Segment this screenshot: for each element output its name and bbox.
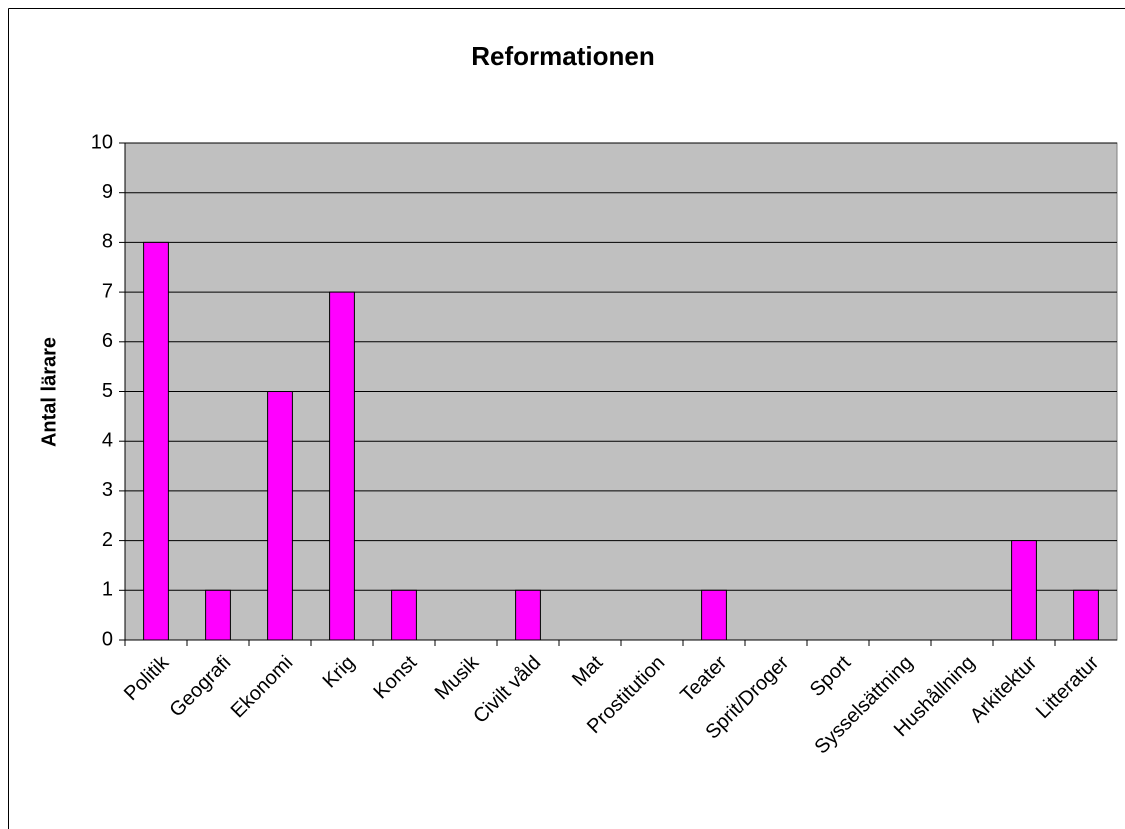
y-tick-label: 4 bbox=[102, 429, 113, 451]
x-tick-label: Krig bbox=[319, 652, 360, 693]
y-tick-label: 1 bbox=[102, 579, 113, 601]
x-tick-label: Teater bbox=[676, 651, 731, 706]
y-tick-label: 0 bbox=[102, 628, 113, 650]
bar bbox=[701, 589, 727, 641]
y-tick-label: 2 bbox=[102, 529, 113, 551]
x-tick-label: Mat bbox=[568, 651, 607, 690]
bar bbox=[267, 391, 293, 641]
x-tick-label: Geografi bbox=[165, 652, 235, 722]
y-tick-label: 9 bbox=[102, 181, 113, 203]
y-tick-label: 10 bbox=[91, 131, 113, 153]
x-tick-label: Litteratur bbox=[1032, 651, 1104, 723]
bar bbox=[391, 589, 417, 641]
y-tick-label: 8 bbox=[102, 231, 113, 253]
y-tick-label: 6 bbox=[102, 330, 113, 352]
y-tick-label: 3 bbox=[102, 479, 113, 501]
bar bbox=[143, 241, 169, 641]
x-tick-label: Arkitektur bbox=[966, 651, 1042, 727]
x-tick-label: Sport bbox=[806, 651, 856, 701]
x-tick-label: Civilt våld bbox=[469, 652, 545, 728]
x-tick-label: Ekonomi bbox=[227, 652, 298, 723]
x-tick-label: Politik bbox=[120, 651, 174, 705]
x-tick-label: Musik bbox=[431, 651, 484, 704]
bar bbox=[329, 291, 355, 641]
y-tick-label: 7 bbox=[102, 280, 113, 302]
bar bbox=[205, 589, 231, 641]
chart-title: Reformationen bbox=[471, 41, 654, 71]
x-tick-label: Konst bbox=[370, 651, 422, 703]
bar bbox=[1073, 589, 1099, 641]
bar bbox=[515, 589, 541, 641]
bar bbox=[1011, 540, 1037, 641]
y-axis-label: Antal lärare bbox=[38, 337, 60, 447]
y-tick-label: 5 bbox=[102, 380, 113, 402]
